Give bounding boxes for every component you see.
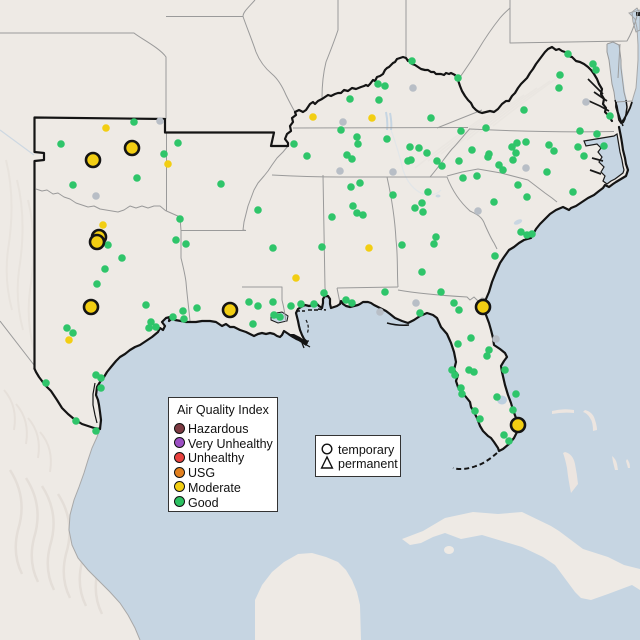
svg-text:permanent: permanent xyxy=(338,457,398,471)
svg-text:temporary: temporary xyxy=(338,443,395,457)
